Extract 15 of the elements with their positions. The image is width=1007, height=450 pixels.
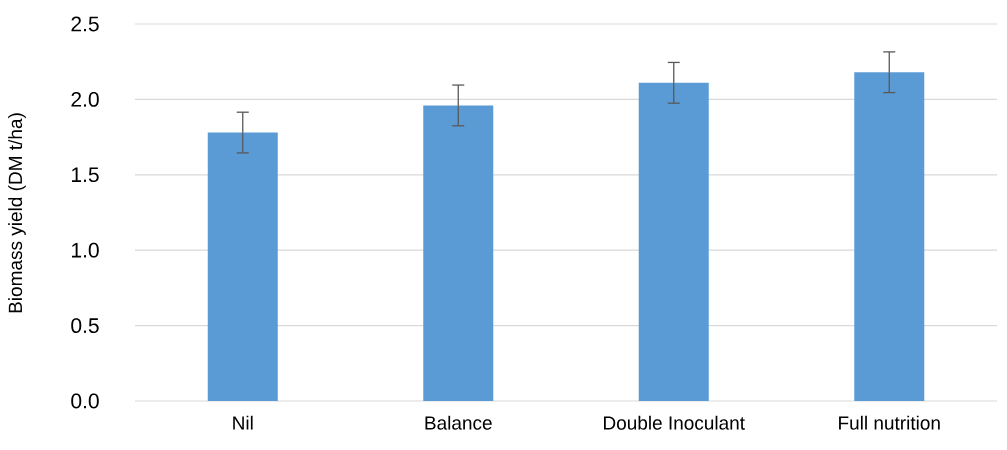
bar	[207, 132, 278, 401]
bar	[423, 105, 494, 401]
y-tick-label: 2.5	[71, 16, 99, 32]
y-tick-label: 1.0	[72, 242, 99, 258]
bar	[638, 82, 709, 401]
x-tick-label: Nil	[233, 415, 253, 430]
x-tick-label: Double Inoculant	[604, 415, 745, 430]
x-tick-label: Full nutrition	[839, 415, 940, 430]
x-tick-label: Balance	[425, 415, 492, 430]
y-tick-label: 0.0	[71, 393, 99, 409]
bar	[854, 72, 925, 401]
y-tick-label: 0.5	[71, 318, 99, 334]
y-tick-label: 1.5	[72, 167, 99, 183]
y-axis-title: Biomass yield (DM t/ha)	[8, 113, 26, 313]
y-tick-label: 2.0	[71, 91, 99, 107]
